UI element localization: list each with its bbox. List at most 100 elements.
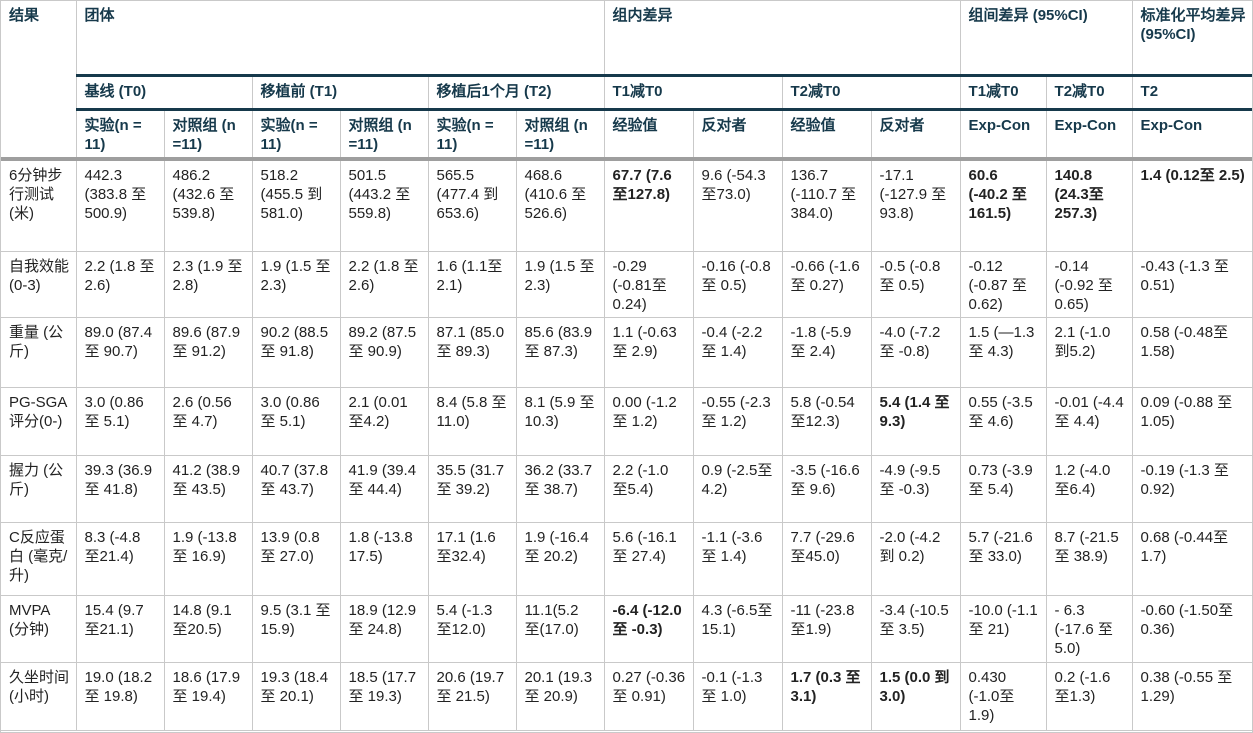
header-arm-12: Exp-Con <box>1132 109 1252 161</box>
data-cell: -0.12 (-0.87 至0.62) <box>960 251 1047 319</box>
header-timepoint-3: T1减T0 <box>604 75 783 111</box>
data-cell: 8.7 (-21.5至 38.9) <box>1046 522 1133 597</box>
data-cell: 1.6 (1.1至 2.1) <box>428 251 517 319</box>
data-cell: 89.6 (87.9至 91.2) <box>164 317 253 389</box>
data-cell: 1.5 (0.0 到3.0) <box>871 662 961 732</box>
table-body: 6分钟步行测试 (米) 442.3 (383.8 至 500.9) 486.2 (4… <box>1 158 1252 732</box>
table-row: MVPA (分钟) 15.4 (9.7 至21.1) 14.8 (9.1 至20.5… <box>1 595 1252 664</box>
data-cell: 4.3 (-6.5至 15.1) <box>693 595 783 664</box>
data-cell: 39.3 (36.9至 41.8) <box>76 455 165 524</box>
outcome-cell: 握力 (公斤) <box>1 455 77 524</box>
outcome-cell: MVPA (分钟) <box>1 595 77 664</box>
data-cell: 8.4 (5.8 至11.0) <box>428 387 517 457</box>
header-arm-11: Exp-Con <box>1046 109 1133 161</box>
table-row: 自我效能 (0-3) 2.2 (1.8 至2.6) 2.3 (1.9 至2.8) 1.… <box>1 251 1252 319</box>
data-cell: -3.4 (-10.5至 3.5) <box>871 595 961 664</box>
data-cell: 2.3 (1.9 至2.8) <box>164 251 253 319</box>
data-cell: 40.7 (37.8至 43.7) <box>252 455 341 524</box>
header-group-3: 标准化平均差异 (95%CI) <box>1132 1 1252 77</box>
data-cell: 2.2 (1.8 至2.6) <box>340 251 429 319</box>
data-cell: -0.4 (-2.2 至 1.4) <box>693 317 783 389</box>
header-timepoint-1: 移植前 (T1) <box>252 75 429 111</box>
header-timepoint-4: T2减T0 <box>782 75 961 111</box>
data-cell: -4.0 (-7.2至 -0.8) <box>871 317 961 389</box>
header-arm-4: 实验(n = 11) <box>428 109 517 161</box>
data-cell: -11 (-23.8 至1.9) <box>782 595 872 664</box>
data-cell: 565.5 (477.4 到 653.6) <box>428 158 517 253</box>
data-cell: 85.6 (83.9至 87.3) <box>516 317 605 389</box>
header-arm-5: 对照组 (n =11) <box>516 109 605 161</box>
data-cell: 60.6 (-40.2 至161.5) <box>960 158 1047 253</box>
data-cell: 17.1 (1.6 至32.4) <box>428 522 517 597</box>
data-cell: 87.1 (85.0 至 89.3) <box>428 317 517 389</box>
data-cell: 1.1 (-0.63至 2.9) <box>604 317 694 389</box>
data-cell: -0.66 (-1.6至 0.27) <box>782 251 872 319</box>
header-timepoint-2: 移植后1个月 (T2) <box>428 75 605 111</box>
data-cell: -0.43 (-1.3 至0.51) <box>1132 251 1252 319</box>
data-cell: 1.9 (1.5 至2.3) <box>252 251 341 319</box>
data-cell: 2.1 (0.01 至4.2) <box>340 387 429 457</box>
data-cell: 1.9 (-13.8至 16.9) <box>164 522 253 597</box>
header-arm-8: 经验值 <box>782 109 872 161</box>
table-row: 6分钟步行测试 (米) 442.3 (383.8 至 500.9) 486.2 (4… <box>1 158 1252 253</box>
data-cell: 18.6 (17.9至 19.4) <box>164 662 253 732</box>
data-cell: 0.38 (-0.55 至1.29) <box>1132 662 1252 732</box>
data-cell: 36.2 (33.7至 38.7) <box>516 455 605 524</box>
header-timepoint-7: T2 <box>1132 75 1252 111</box>
data-cell: -0.01 (-4.4 至 4.4) <box>1046 387 1133 457</box>
data-cell: 1.5 (—1.3至 4.3) <box>960 317 1047 389</box>
data-cell: -0.60 (-1.50至 0.36) <box>1132 595 1252 664</box>
data-cell: 0.68 (-0.44至 1.7) <box>1132 522 1252 597</box>
table-row: C反应蛋白 (毫克/升) 8.3 (-4.8 至21.4) 1.9 (-13.8至 … <box>1 522 1252 597</box>
data-cell: 1.4 (0.12至 2.5) <box>1132 158 1252 253</box>
data-cell: 0.58 (-0.48至 1.58) <box>1132 317 1252 389</box>
data-cell: 1.9 (1.5 至2.3) <box>516 251 605 319</box>
data-cell: 7.7 (-29.6 至45.0) <box>782 522 872 597</box>
data-cell: -0.5 (-0.8 至 0.5) <box>871 251 961 319</box>
data-cell: -0.16 (-0.8至 0.5) <box>693 251 783 319</box>
data-cell: -0.14 (-0.92 至0.65) <box>1046 251 1133 319</box>
table-row: 重量 (公斤) 89.0 (87.4 至 90.7) 89.6 (87.9至 91.… <box>1 317 1252 389</box>
data-cell: 5.4 (-1.3 至12.0) <box>428 595 517 664</box>
data-cell: 0.2 (-1.6 至1.3) <box>1046 662 1133 732</box>
data-cell: 1.8 (-13.8 17.5) <box>340 522 429 597</box>
header-timepoint-0: 基线 (T0) <box>76 75 253 111</box>
data-cell: 41.2 (38.9至 43.5) <box>164 455 253 524</box>
data-cell: 501.5 (443.2 至 559.8) <box>340 158 429 253</box>
data-cell: 1.7 (0.3 至3.1) <box>782 662 872 732</box>
header-arm-2: 实验(n = 11) <box>252 109 341 161</box>
header-timepoint-6: T2减T0 <box>1046 75 1133 111</box>
data-cell: 18.9 (12.9至 24.8) <box>340 595 429 664</box>
data-cell: 0.55 (-3.5至 4.6) <box>960 387 1047 457</box>
data-cell: 3.0 (0.86至 5.1) <box>76 387 165 457</box>
data-cell: 0.430 (-1.0至 1.9) <box>960 662 1047 732</box>
data-cell: -10.0 (-1.1至 21) <box>960 595 1047 664</box>
data-cell: 8.3 (-4.8 至21.4) <box>76 522 165 597</box>
data-cell: 0.73 (-3.9至 5.4) <box>960 455 1047 524</box>
header-group-1: 组内差异 <box>604 1 961 77</box>
data-cell: 41.9 (39.4至 44.4) <box>340 455 429 524</box>
table-header: 结果 团体 组内差异 组间差异 (95%CI) 标准化平均差异 (95%CI) 基线 (T… <box>1 1 1252 161</box>
data-cell: 15.4 (9.7 至21.1) <box>76 595 165 664</box>
header-arm-10: Exp-Con <box>960 109 1047 161</box>
header-arm-9: 反对者 <box>871 109 961 161</box>
data-cell: 13.9 (0.8至 27.0) <box>252 522 341 597</box>
outcome-cell: PG-SGA评分(0-) <box>1 387 77 457</box>
data-cell: 67.7 (7.6 至127.8) <box>604 158 694 253</box>
data-cell: -1.8 (-5.9至 2.4) <box>782 317 872 389</box>
header-arm-6: 经验值 <box>604 109 694 161</box>
data-cell: 468.6 (410.6 至 526.6) <box>516 158 605 253</box>
outcome-cell: 重量 (公斤) <box>1 317 77 389</box>
data-cell: 89.2 (87.5至 90.9) <box>340 317 429 389</box>
header-arm-1: 对照组 (n =11) <box>164 109 253 161</box>
data-cell: 1.9 (-16.4至 20.2) <box>516 522 605 597</box>
data-cell: 5.8 (-0.54 至12.3) <box>782 387 872 457</box>
data-cell: 486.2 (432.6 至 539.8) <box>164 158 253 253</box>
data-cell: -4.9 (-9.5至 -0.3) <box>871 455 961 524</box>
table-row: 久坐时间 (小时) 19.0 (18.2至 19.8) 18.6 (17.9至 19… <box>1 662 1252 732</box>
data-cell: 2.6 (0.56至 4.7) <box>164 387 253 457</box>
data-cell: 2.1 (-1.0 到5.2) <box>1046 317 1133 389</box>
data-cell: 19.3 (18.4至 20.1) <box>252 662 341 732</box>
